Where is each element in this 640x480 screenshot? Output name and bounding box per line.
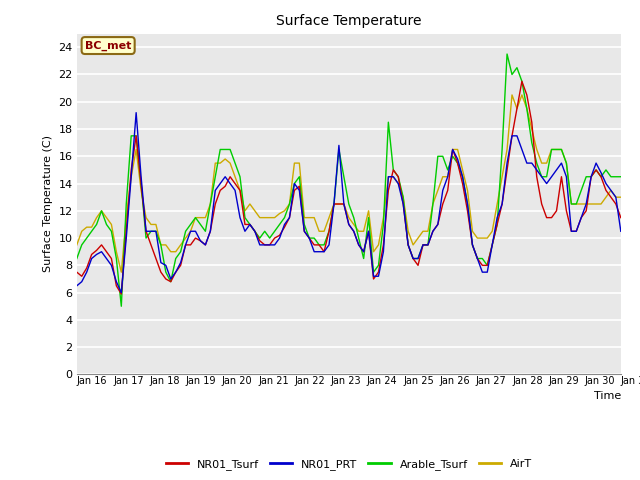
X-axis label: Time: Time	[593, 391, 621, 401]
Text: BC_met: BC_met	[85, 40, 131, 51]
Legend: NR01_Tsurf, NR01_PRT, Arable_Tsurf, AirT: NR01_Tsurf, NR01_PRT, Arable_Tsurf, AirT	[161, 455, 536, 475]
Title: Surface Temperature: Surface Temperature	[276, 14, 422, 28]
Y-axis label: Surface Temperature (C): Surface Temperature (C)	[43, 135, 53, 273]
